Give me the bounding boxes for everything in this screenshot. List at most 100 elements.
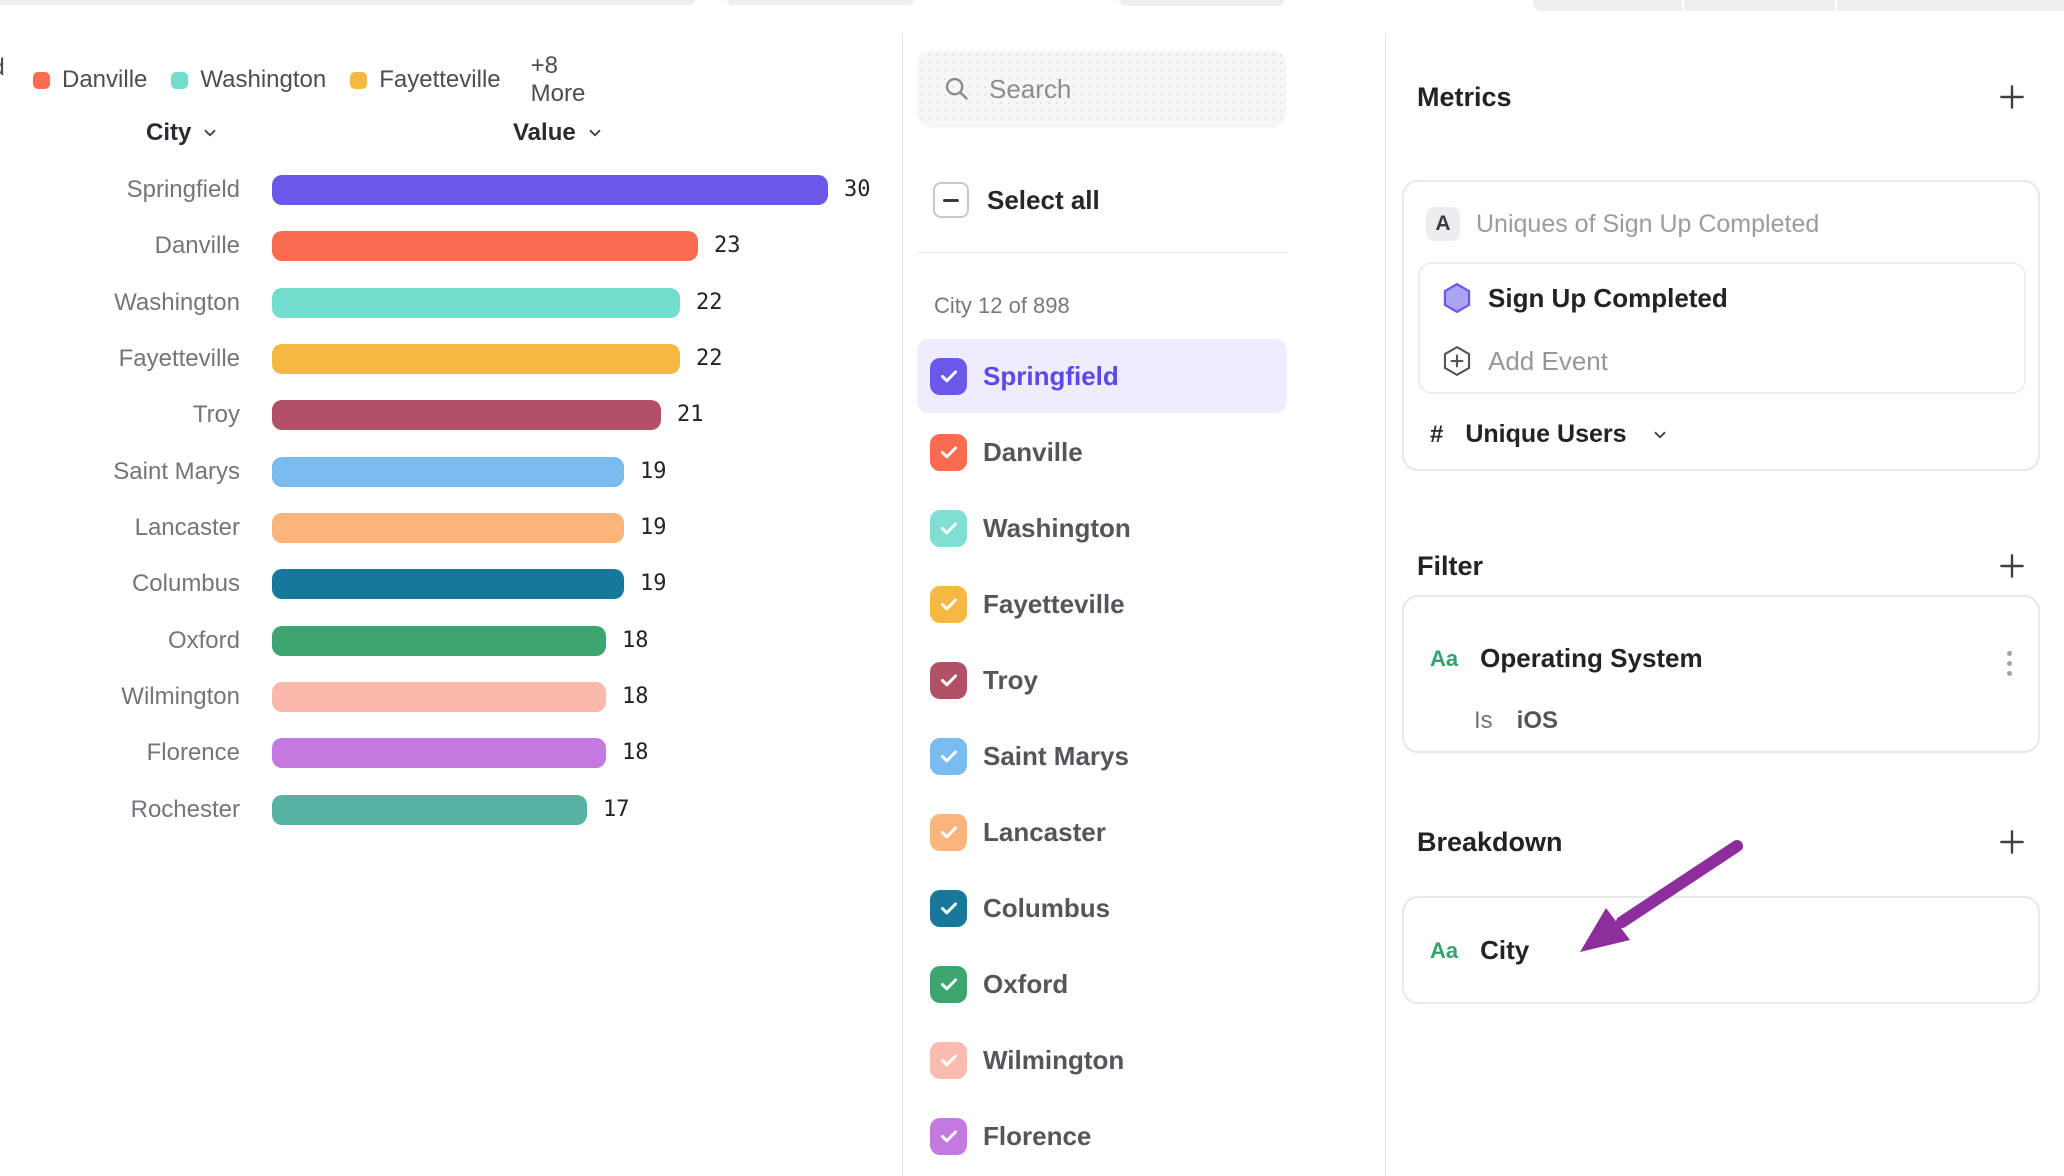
city-label: Columbus (983, 892, 1111, 923)
city-list-item[interactable]: Danville (917, 415, 1287, 489)
city-label: Florence (983, 1120, 1092, 1151)
chart-category-label: Fayetteville (118, 345, 240, 372)
filter-condition-row[interactable]: Is iOS (1474, 707, 1558, 735)
legend-item[interactable]: Danville (33, 66, 147, 94)
chart-bar[interactable] (272, 457, 624, 487)
chart-row: Wilmington 18 (0, 682, 902, 712)
chart-row: Columbus 19 (0, 569, 902, 599)
filter-property-row[interactable]: Aa Operating System (1430, 643, 1703, 674)
chart-bar[interactable] (272, 288, 680, 318)
top-tab-stub (0, 0, 695, 5)
check-icon (940, 522, 957, 535)
indeterminate-icon (943, 198, 959, 202)
add-breakdown-button[interactable] (1996, 826, 2028, 858)
chart-category-label: Rochester (130, 796, 240, 823)
chart-value-label: 19 (640, 459, 667, 484)
search-input[interactable] (989, 73, 1249, 105)
city-checkbox[interactable] (930, 965, 967, 1003)
city-list-item[interactable]: Saint Marys (917, 719, 1287, 793)
top-tab-stub (1684, 0, 1835, 11)
sort-header-city[interactable]: City (146, 117, 219, 149)
legend-item[interactable]: Fayetteville (350, 66, 501, 94)
metric-letter-badge: A (1426, 207, 1460, 241)
city-checkbox[interactable] (930, 433, 967, 471)
add-event-label: Add Event (1488, 345, 1608, 376)
chart-bar[interactable] (272, 513, 624, 543)
legend-clipped-label[interactable]: ld (0, 52, 5, 84)
string-type-icon: Aa (1430, 645, 1459, 671)
top-tab-stub (1837, 0, 2064, 11)
city-list-item[interactable]: Wilmington (917, 1023, 1287, 1097)
city-list-item[interactable]: Columbus (917, 871, 1287, 945)
chart-bar[interactable] (272, 795, 587, 825)
city-checkbox[interactable] (930, 661, 967, 699)
chart-category-label: Columbus (131, 570, 240, 597)
breakdown-property-row[interactable]: Aa City (1430, 935, 1529, 966)
sort-header-value[interactable]: Value (513, 117, 604, 149)
chart-bar[interactable] (272, 626, 606, 656)
string-type-icon: Aa (1430, 937, 1459, 963)
city-list-item[interactable]: Florence (917, 1099, 1287, 1173)
city-list-item[interactable]: Washington (917, 491, 1287, 565)
chart-category-label: Danville (154, 232, 240, 259)
city-list-item[interactable]: Troy (917, 643, 1287, 717)
event-block: Sign Up Completed Add Event (1418, 262, 2026, 394)
city-checkbox[interactable] (930, 1041, 967, 1079)
filter-value-label[interactable]: iOS (1516, 707, 1559, 734)
city-checkbox[interactable] (930, 509, 967, 547)
chart-bar[interactable] (272, 175, 828, 205)
chart-bar[interactable] (272, 400, 661, 430)
select-all-checkbox[interactable] (933, 182, 969, 218)
event-row[interactable]: Sign Up Completed (1440, 281, 1728, 315)
measure-selector[interactable]: # Unique Users (1430, 420, 1669, 449)
city-checkbox[interactable] (930, 737, 967, 775)
city-list-item[interactable]: Fayetteville (917, 567, 1287, 641)
chart-bar[interactable] (272, 344, 680, 374)
chart-bar[interactable] (272, 569, 624, 599)
chart-bar[interactable] (272, 231, 698, 261)
select-all-label: Select all (987, 184, 1100, 215)
chart-value-label: 18 (622, 628, 649, 653)
legend-item[interactable]: Washington (171, 66, 326, 94)
filter-options-button[interactable] (2001, 645, 2018, 682)
legend-more-button[interactable]: +8 More (530, 52, 586, 107)
chart-bar[interactable] (272, 682, 606, 712)
selection-count-label: City 12 of 898 (934, 293, 1070, 318)
chart-row: Danville 23 (0, 231, 902, 261)
chart-row: Oxford 18 (0, 626, 902, 656)
check-icon (940, 370, 957, 383)
city-checkbox[interactable] (930, 1117, 967, 1155)
city-checkbox[interactable] (930, 813, 967, 851)
chart-value-label: 21 (677, 402, 704, 427)
chart-category-label: Lancaster (134, 514, 240, 541)
city-list-item[interactable]: Oxford (917, 947, 1287, 1021)
add-event-row[interactable]: Add Event (1440, 344, 1608, 378)
city-label: Lancaster (983, 816, 1106, 847)
city-label: Wilmington (983, 1044, 1125, 1075)
metric-summary-label: Uniques of Sign Up Completed (1476, 209, 1820, 238)
city-checkbox[interactable] (930, 357, 967, 395)
chart-category-label: Saint Marys (113, 458, 240, 485)
measure-label: Unique Users (1465, 420, 1627, 448)
panel-divider (902, 33, 903, 1176)
breakdown-card[interactable]: Aa City (1402, 896, 2040, 1004)
city-checkbox[interactable] (930, 889, 967, 927)
legend-label: Danville (62, 66, 148, 93)
city-checkbox[interactable] (930, 585, 967, 623)
add-metric-button[interactable] (1996, 81, 2028, 113)
city-list-item[interactable]: Lancaster (917, 795, 1287, 869)
metric-summary-row[interactable]: A Uniques of Sign Up Completed (1426, 207, 1819, 241)
filter-card[interactable]: Aa Operating System Is iOS (1402, 595, 2040, 753)
chart-bar[interactable] (272, 738, 606, 768)
search-box[interactable] (917, 51, 1287, 127)
value-column-header: Value (513, 119, 576, 146)
metric-card[interactable]: A Uniques of Sign Up Completed Sign Up C… (1402, 180, 2040, 471)
add-filter-button[interactable] (1996, 550, 2028, 582)
chevron-down-icon (204, 129, 216, 137)
city-list-item[interactable]: Springfield (917, 339, 1287, 413)
check-icon (940, 826, 957, 839)
select-all-row[interactable]: Select all (933, 182, 1100, 218)
legend-swatch (171, 71, 189, 89)
filter-operator-label[interactable]: Is (1474, 707, 1493, 734)
